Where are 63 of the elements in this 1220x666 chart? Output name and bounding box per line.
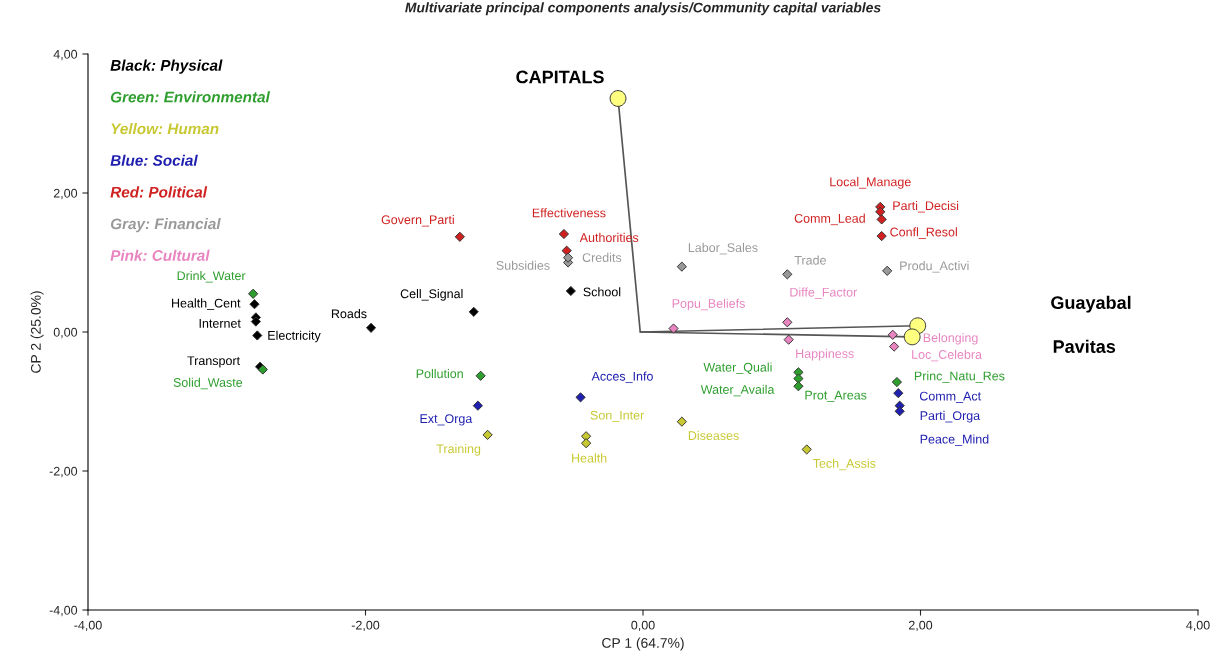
annotation: Happiness <box>796 348 854 361</box>
y-axis-title: CP 2 (25.0%) <box>30 291 44 373</box>
annotation: Produ_Activi <box>900 261 969 273</box>
x-tick-label: 0,00 <box>631 620 655 632</box>
text: Green: Environmental <box>110 91 271 103</box>
text: Red: Political <box>110 186 208 198</box>
annotation: Health_Cent <box>172 298 241 310</box>
annotation: Acces_Info <box>591 371 653 384</box>
annotation: Water_Availa <box>700 384 775 397</box>
annotation: Comm_Lead <box>794 213 865 226</box>
annotation: Prot_Areas <box>805 390 867 402</box>
annotation: Internet <box>199 319 241 328</box>
annotation: Princ_Natu_Res <box>914 371 1005 383</box>
annotation: Solid_Waste <box>173 377 243 390</box>
annotation: Peace_Mind <box>920 434 989 446</box>
y-tick-label: -2,00 <box>49 466 78 478</box>
annotation: Govern_Parti <box>381 214 454 227</box>
annotation: CAPITALS <box>516 70 604 84</box>
x-tick-label: -2,00 <box>351 620 380 632</box>
text: Yellow: Human <box>111 122 219 135</box>
y-tick-label: 2,00 <box>53 188 78 200</box>
chart-title: Multivariate principal components analysis/Community capital variables <box>405 2 881 16</box>
annotation: Belonging <box>923 332 978 345</box>
annotation: Subsidies <box>496 260 550 270</box>
annotation: Loc_Celebra <box>912 349 983 362</box>
annotation: Diseases <box>688 430 739 441</box>
annotation: Roads <box>331 309 367 319</box>
annotation: Electricity <box>268 330 321 343</box>
text: Black: Physical <box>110 59 223 74</box>
annotation: Guayabal <box>1051 295 1131 313</box>
annotation: Transport <box>187 356 240 368</box>
annotation: Training <box>436 444 481 456</box>
annotation: School <box>583 287 621 297</box>
annotation: Tech_Assis <box>813 458 876 471</box>
annotation: Drink_Water <box>177 270 246 283</box>
annotation: Cell_Signal <box>400 289 463 301</box>
annotation: Water_Quali <box>703 362 772 375</box>
x-tick-label: -4,00 <box>74 620 102 632</box>
annotation: Credits <box>582 252 622 262</box>
annotation: Pavitas <box>1053 339 1116 353</box>
x-tick-label: 2,00 <box>908 620 933 632</box>
annotation: Effectiveness <box>532 208 606 218</box>
annotation: Ext_Orga <box>420 414 473 426</box>
annotation: Health <box>572 453 607 463</box>
y-tick-label: 4,00 <box>53 49 78 61</box>
text: Pink: Cultural <box>110 249 210 261</box>
annotation: Son_Inter <box>590 410 645 422</box>
text: Gray: Financial <box>110 218 221 233</box>
annotation: Labor_Sales <box>688 242 758 255</box>
x-axis-title: CP 1 (64.7%) <box>602 637 684 651</box>
annotation: Parti_Decisi <box>893 200 959 213</box>
annotation: Pollution <box>416 368 463 379</box>
text: Blue: Social <box>110 154 198 166</box>
x-tick-label: 4,00 <box>1186 620 1210 632</box>
annotation: Confl_Resol <box>890 227 957 239</box>
annotation: Diffe_Factor <box>790 287 858 299</box>
annotation: Parti_Orga <box>920 410 981 423</box>
y-tick-label: -4,00 <box>49 605 78 617</box>
annotation: Local_Manage <box>830 177 911 189</box>
annotation: Comm_Act <box>919 391 982 403</box>
annotation: Popu_Beliefs <box>672 298 745 311</box>
annotation: Trade <box>794 255 826 265</box>
y-tick-label: 0,00 <box>53 327 78 339</box>
